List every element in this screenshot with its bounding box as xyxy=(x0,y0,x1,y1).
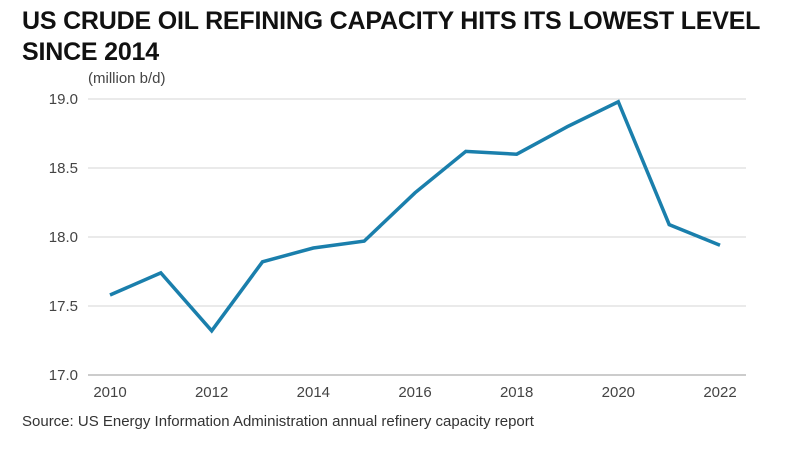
x-tick-label: 2010 xyxy=(93,384,126,401)
y-axis-unit-label: (million b/d) xyxy=(88,70,166,87)
y-tick-label: 19.0 xyxy=(49,91,78,108)
y-tick-label: 17.5 xyxy=(49,298,78,315)
data-point-2021 xyxy=(668,223,671,226)
x-tick-label: 2020 xyxy=(602,384,635,401)
data-point-2011 xyxy=(159,271,162,274)
y-tick-label: 18.5 xyxy=(49,160,78,177)
x-tick-label: 2016 xyxy=(398,384,431,401)
data-point-2017 xyxy=(464,150,467,153)
data-point-2020 xyxy=(617,100,620,103)
data-point-2010 xyxy=(109,293,112,296)
series-line xyxy=(109,99,721,334)
gridlines xyxy=(88,98,746,376)
data-point-2018 xyxy=(515,153,518,156)
y-tick-label: 18.0 xyxy=(49,229,78,246)
x-tick-label: 2022 xyxy=(703,384,736,401)
data-point-2014 xyxy=(312,247,315,250)
chart-title: US CRUDE OIL REFINING CAPACITY HITS ITS … xyxy=(22,7,760,66)
x-axis-ticks: 2010 2012 2014 2016 2018 2020 2022 xyxy=(93,384,736,401)
data-point-2013 xyxy=(261,260,264,263)
x-tick-label: 2012 xyxy=(195,384,228,401)
series xyxy=(109,99,722,334)
source-note: Source: US Energy Information Administra… xyxy=(22,413,534,430)
x-tick-label: 2018 xyxy=(500,384,533,401)
data-point-2015 xyxy=(363,240,366,243)
y-axis-ticks: 17.0 17.5 18.0 18.5 19.0 xyxy=(49,91,78,384)
data-point-2022 xyxy=(719,244,722,247)
x-tick-label: 2014 xyxy=(297,384,330,401)
data-point-2019 xyxy=(566,125,569,128)
data-point-2016 xyxy=(414,191,417,194)
data-point-2012 xyxy=(210,329,213,332)
y-tick-label: 17.0 xyxy=(49,367,78,384)
